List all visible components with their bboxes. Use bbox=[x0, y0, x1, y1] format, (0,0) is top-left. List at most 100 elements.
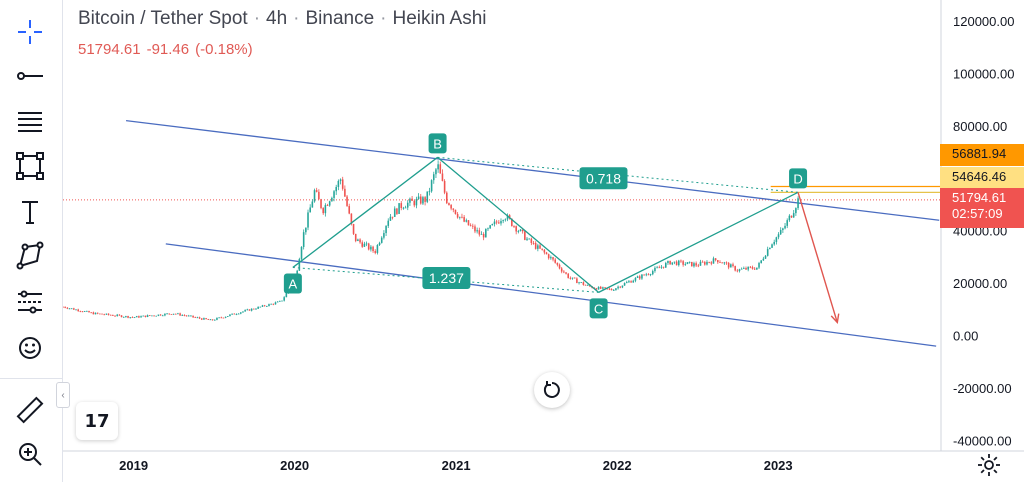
candle-body bbox=[582, 282, 585, 285]
candle-body bbox=[81, 311, 84, 313]
candle-body bbox=[617, 286, 619, 289]
candle-body bbox=[151, 315, 153, 317]
candle-body bbox=[66, 307, 69, 309]
candle-body bbox=[764, 255, 767, 259]
candle-body bbox=[257, 306, 259, 309]
candle-body bbox=[521, 229, 524, 232]
candle-body bbox=[415, 198, 418, 206]
fib-tools-icon[interactable] bbox=[8, 104, 52, 140]
candle-body bbox=[109, 314, 112, 316]
candle-body bbox=[697, 265, 700, 267]
candle-body bbox=[469, 225, 472, 227]
candle-body bbox=[691, 261, 693, 267]
candle-body bbox=[391, 216, 394, 218]
candle-body bbox=[706, 261, 708, 265]
candle-body bbox=[302, 232, 305, 247]
candle-body bbox=[235, 314, 238, 315]
y-tick-label: 100000.00 bbox=[953, 66, 1014, 81]
legend-interval: 4h bbox=[266, 8, 288, 29]
price-chart[interactable]: 120000.00100000.0080000.0060000.0040000.… bbox=[63, 0, 1024, 482]
prediction-tools-icon[interactable] bbox=[8, 284, 52, 320]
candle-body bbox=[79, 311, 82, 312]
candle-body bbox=[248, 309, 251, 311]
candle-body bbox=[261, 305, 264, 307]
candle-body bbox=[749, 266, 752, 268]
candle-body bbox=[736, 270, 739, 272]
zoom-in-icon[interactable] bbox=[8, 436, 52, 472]
candle-body bbox=[671, 262, 674, 265]
crosshair-icon[interactable] bbox=[8, 14, 52, 50]
candle-body bbox=[270, 303, 272, 305]
candle-body bbox=[786, 220, 789, 226]
pattern-point-badge bbox=[428, 133, 447, 154]
x-tick-label: 2019 bbox=[119, 458, 148, 473]
candle-body bbox=[743, 267, 745, 269]
yellow-level-label: 54646.46 bbox=[940, 167, 1024, 189]
candle-body bbox=[218, 317, 220, 319]
candle-body bbox=[361, 242, 364, 247]
candle-body bbox=[372, 246, 374, 252]
candle-body bbox=[489, 225, 491, 229]
text-icon[interactable] bbox=[8, 194, 52, 230]
candle-body bbox=[242, 311, 244, 313]
candle-body bbox=[476, 230, 478, 232]
candle-body bbox=[725, 262, 728, 264]
candle-body bbox=[131, 317, 134, 318]
candle-body bbox=[634, 277, 637, 281]
candle-body bbox=[107, 313, 110, 315]
candle-body bbox=[732, 264, 734, 267]
candle-body bbox=[279, 300, 281, 302]
candle-body bbox=[181, 315, 184, 316]
x-tick-label: 2022 bbox=[603, 458, 632, 473]
pattern-point-label: D bbox=[793, 171, 802, 186]
candle-body bbox=[122, 316, 125, 318]
candle-body bbox=[422, 197, 424, 204]
tradingview-logo[interactable]: 17 bbox=[76, 402, 118, 440]
candle-body bbox=[374, 251, 377, 253]
x-tick-label: 2021 bbox=[442, 458, 471, 473]
candle-body bbox=[159, 314, 162, 316]
patterns-icon[interactable] bbox=[8, 148, 52, 184]
candle-body bbox=[318, 191, 320, 200]
candle-body bbox=[424, 197, 426, 202]
candle-body bbox=[576, 278, 578, 284]
pattern-leg bbox=[292, 156, 438, 268]
reset-chart-button[interactable] bbox=[534, 372, 570, 408]
candle-body bbox=[419, 196, 422, 204]
candle-body bbox=[324, 205, 327, 214]
candle-body bbox=[669, 260, 671, 265]
legend-change: -91.46 bbox=[146, 41, 190, 58]
candle-body bbox=[602, 287, 604, 289]
candle-body bbox=[502, 220, 504, 222]
candle-body bbox=[528, 238, 530, 240]
geometric-shapes-icon[interactable] bbox=[8, 238, 52, 274]
candle-body bbox=[417, 196, 420, 199]
candle-body bbox=[298, 259, 301, 271]
candle-body bbox=[491, 224, 494, 226]
candle-body bbox=[226, 316, 229, 317]
trend-line-icon[interactable] bbox=[8, 58, 52, 94]
ruler-icon[interactable] bbox=[8, 392, 52, 428]
candle-body bbox=[64, 306, 66, 308]
candle-body bbox=[116, 314, 119, 316]
y-tick-label: 20000.00 bbox=[953, 276, 1007, 291]
candle-body bbox=[560, 268, 563, 272]
candle-body bbox=[760, 260, 762, 264]
candle-body bbox=[569, 277, 572, 279]
candle-body bbox=[285, 293, 288, 298]
toolbar-collapse-handle[interactable]: ‹ bbox=[56, 382, 70, 408]
candle-body bbox=[125, 316, 127, 317]
candle-body bbox=[402, 207, 405, 209]
candle-body bbox=[350, 213, 353, 225]
candle-body bbox=[112, 315, 114, 316]
candle-body bbox=[207, 319, 210, 320]
candle-body bbox=[651, 271, 654, 275]
candle-body bbox=[393, 208, 396, 217]
candle-body bbox=[578, 282, 580, 284]
candle-body bbox=[493, 221, 496, 225]
emoji-icon[interactable] bbox=[8, 330, 52, 366]
candle-body bbox=[656, 267, 658, 269]
candle-body bbox=[710, 262, 713, 264]
ratio-badge bbox=[579, 167, 628, 190]
settings-gear-icon[interactable] bbox=[977, 453, 1001, 477]
